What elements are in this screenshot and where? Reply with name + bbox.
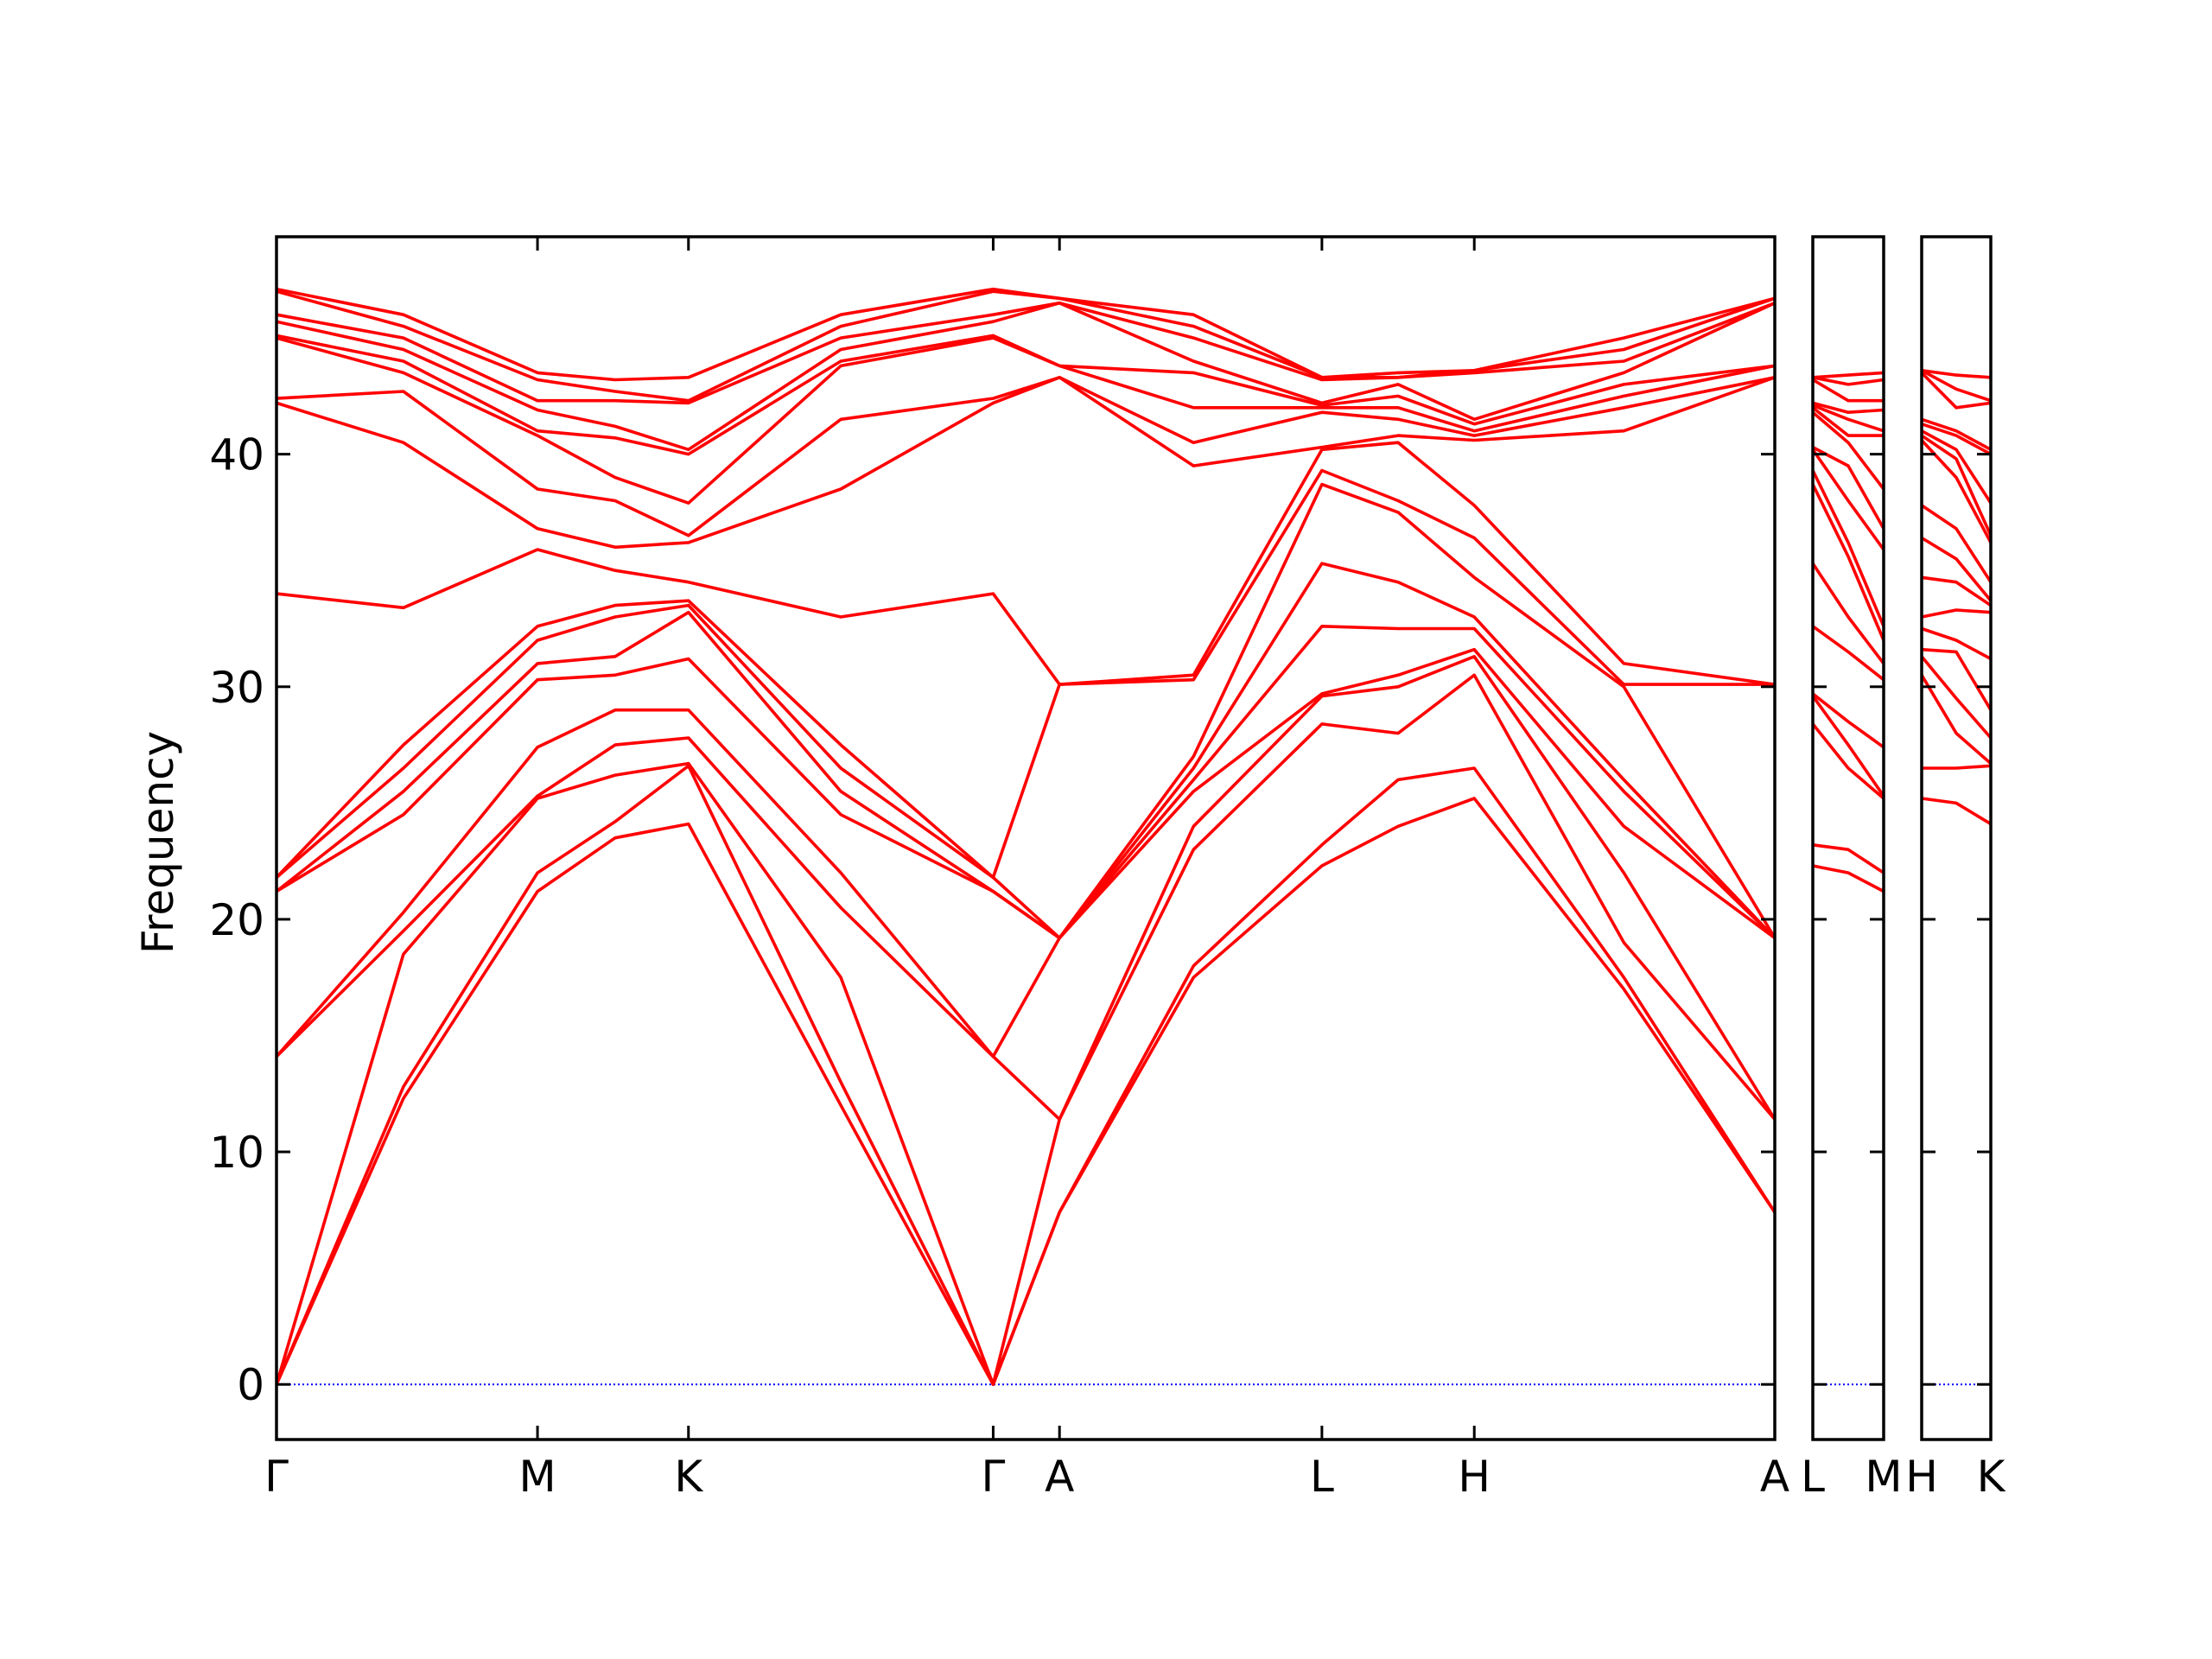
band-line <box>1921 429 1993 505</box>
band-line <box>275 654 1777 1122</box>
x-tick-label: Γ <box>982 1452 1006 1502</box>
band-line <box>1812 843 1885 874</box>
band-line <box>276 375 1776 537</box>
band-line <box>1811 469 1885 627</box>
band-line <box>276 441 1776 686</box>
band-line <box>276 301 1776 452</box>
x-tick-label: M <box>1865 1452 1902 1502</box>
plot-frame <box>1920 235 1993 1441</box>
band-line <box>1921 417 1992 451</box>
band-line <box>275 673 1777 1386</box>
y-tick-label: 20 <box>209 895 264 945</box>
band-line <box>1812 376 1885 386</box>
band-line <box>1812 864 1885 893</box>
plot-frame <box>275 235 1777 1441</box>
band-line <box>1921 575 1993 607</box>
band-line <box>276 375 1776 550</box>
band-line <box>1920 655 1993 740</box>
x-tick-label: A <box>1045 1452 1074 1502</box>
band-line <box>1920 504 1993 583</box>
band-line <box>275 482 1777 940</box>
band-line <box>1811 722 1885 800</box>
band-line <box>1811 410 1885 491</box>
band-line <box>1922 764 1992 770</box>
band-line <box>1812 371 1885 379</box>
band-line <box>1921 797 1992 826</box>
band-line <box>276 287 1776 382</box>
band-line <box>275 468 1775 880</box>
band-line <box>276 301 1776 405</box>
x-tick-label: L <box>1801 1452 1825 1502</box>
band-line <box>1921 369 1992 403</box>
y-tick-label: 10 <box>209 1128 264 1178</box>
y-tick-label: 40 <box>209 430 264 480</box>
x-tick-label: A <box>1760 1452 1789 1502</box>
band-line <box>1811 692 1885 749</box>
band-line <box>1921 647 1993 711</box>
band-line <box>1811 563 1885 664</box>
band-line <box>1812 401 1885 415</box>
band-line <box>1812 378 1884 403</box>
band-line <box>1921 608 1992 619</box>
y-axis-label: Frequency <box>133 731 183 954</box>
band-line <box>1811 483 1885 641</box>
x-tick-label: L <box>1310 1452 1334 1502</box>
band-line <box>1921 626 1992 661</box>
band-line <box>1921 422 1992 456</box>
band-line <box>1921 369 1992 379</box>
x-tick-label: K <box>674 1452 703 1502</box>
band-line <box>1920 439 1993 543</box>
band-line <box>1920 372 1992 410</box>
band-line <box>1811 695 1885 798</box>
band-line <box>1811 625 1885 682</box>
band-line <box>1811 406 1884 437</box>
band-line <box>1812 404 1885 433</box>
x-tick-label: K <box>1977 1452 2006 1502</box>
band-line <box>1811 448 1885 551</box>
x-tick-label: H <box>1905 1452 1938 1502</box>
band-line <box>275 647 1777 1058</box>
band-line <box>1920 674 1993 765</box>
x-tick-label: Γ <box>264 1452 289 1502</box>
band-line <box>1920 434 1993 537</box>
band-line <box>1812 446 1885 530</box>
y-tick-label: 0 <box>237 1360 264 1410</box>
x-tick-label: M <box>518 1452 556 1502</box>
x-tick-label: H <box>1458 1452 1491 1502</box>
band-line <box>275 764 1777 1386</box>
plot-frame <box>1811 235 1885 1441</box>
band-line <box>275 562 1777 940</box>
band-line <box>1921 536 1993 602</box>
band-line <box>276 334 1776 456</box>
y-tick-label: 30 <box>209 663 264 713</box>
